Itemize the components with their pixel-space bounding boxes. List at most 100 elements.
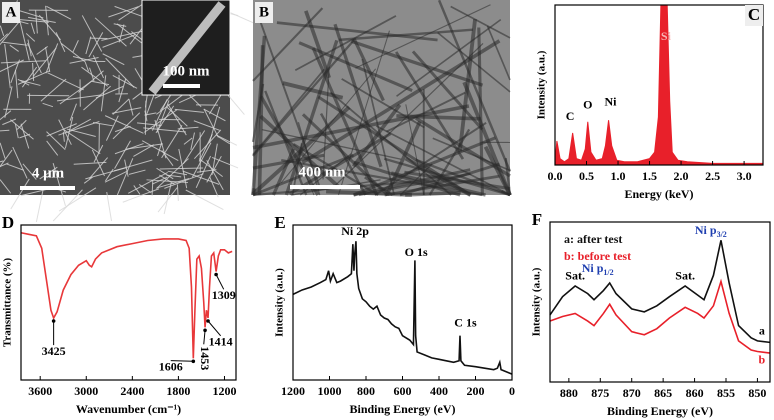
fiber — [399, 162, 500, 197]
fiber — [105, 115, 119, 141]
fiber — [504, 157, 512, 196]
fiber — [91, 149, 105, 177]
fibers — [251, 0, 512, 197]
plot-frame — [292, 224, 513, 381]
panel-label: F — [532, 210, 542, 229]
fiber — [301, 39, 501, 165]
x-tick-label: 2.0 — [674, 169, 689, 183]
fiber — [125, 143, 163, 150]
fiber — [113, 23, 127, 27]
fiber — [20, 79, 41, 86]
fiber — [38, 14, 61, 41]
annotation: Sat. — [675, 269, 695, 283]
fiber — [177, 126, 199, 130]
fiber — [322, 67, 330, 180]
fiber — [143, 109, 178, 133]
fiber — [56, 94, 101, 102]
fiber — [66, 128, 96, 137]
fiber — [114, 143, 144, 155]
arrow-head — [203, 328, 207, 333]
x-tick-label: 870 — [623, 386, 641, 400]
fiber — [252, 68, 326, 156]
data-line — [20, 231, 233, 359]
fiber — [251, 187, 257, 196]
x-tick-label: 0.0 — [548, 169, 563, 183]
panel-label: B — [259, 4, 269, 20]
fiber — [83, 85, 111, 111]
fiber — [6, 163, 24, 171]
fiber — [209, 176, 219, 198]
fiber — [203, 108, 226, 122]
annotation: Ni 2p — [341, 224, 369, 238]
fiber — [415, 158, 511, 197]
fiber — [45, 47, 51, 73]
fiber — [104, 170, 127, 183]
fiber — [138, 184, 152, 194]
x-tick-label: 2.5 — [705, 169, 720, 183]
fiber — [252, 39, 355, 157]
fiber — [17, 70, 51, 85]
fiber — [217, 136, 231, 145]
fiber — [69, 57, 99, 64]
label-box — [2, 2, 20, 23]
data-line — [549, 278, 771, 354]
fiber — [100, 75, 107, 112]
fiber — [0, 60, 46, 64]
x-tick-label: 0 — [509, 384, 515, 398]
fiber — [18, 18, 49, 23]
fiber — [88, 157, 109, 179]
fiber — [0, 149, 13, 168]
fiber — [311, 47, 379, 196]
fiber — [156, 100, 170, 133]
fiber — [0, 25, 5, 37]
x-tick-label: 3600 — [28, 384, 52, 398]
x-tick-label: 200 — [467, 384, 485, 398]
annotation: Ni — [604, 94, 617, 108]
panel-label: C — [748, 5, 760, 24]
x-axis-label: Binding Energy (eV) — [607, 404, 713, 418]
fiber — [114, 140, 131, 169]
x-tick-label: 1200 — [212, 384, 236, 398]
x-tick-label: 3.0 — [737, 169, 752, 183]
nanowire — [148, 1, 226, 95]
fiber — [166, 106, 188, 127]
fiber — [106, 191, 113, 222]
arrow-head — [51, 319, 56, 323]
arrow — [215, 274, 225, 290]
fiber — [47, 72, 84, 91]
fiber — [46, 140, 59, 156]
fiber — [25, 33, 36, 42]
legend-entry: a: after test — [564, 232, 622, 246]
data-line — [549, 240, 771, 344]
fiber — [101, 30, 146, 41]
fiber — [298, 41, 413, 92]
fiber — [190, 132, 195, 150]
annotation: C — [566, 109, 575, 123]
x-tick-label: 880 — [560, 386, 578, 400]
x-tick-label: 800 — [357, 384, 375, 398]
fiber — [114, 125, 131, 133]
panel-label: E — [274, 213, 285, 232]
fiber — [337, 30, 390, 196]
fiber — [157, 142, 163, 157]
fiber — [257, 45, 265, 196]
fiber — [151, 176, 168, 185]
fiber — [102, 34, 136, 48]
fiber — [0, 20, 21, 46]
fiber — [12, 146, 28, 179]
fiber — [0, 179, 12, 194]
fiber — [151, 99, 168, 131]
fiber — [159, 174, 175, 185]
fiber — [18, 18, 30, 61]
fiber — [91, 80, 110, 86]
fiber — [112, 98, 130, 115]
panel-label: A — [6, 4, 17, 20]
panel-label: D — [2, 213, 14, 232]
fiber — [404, 156, 472, 197]
x-tick-label: 400 — [430, 384, 448, 398]
annotation: 1606 — [159, 359, 183, 373]
fiber — [437, 31, 511, 93]
x-tick-label: 1000 — [318, 384, 342, 398]
plot-frame — [554, 4, 764, 166]
annotation: Ni p — [695, 223, 717, 237]
